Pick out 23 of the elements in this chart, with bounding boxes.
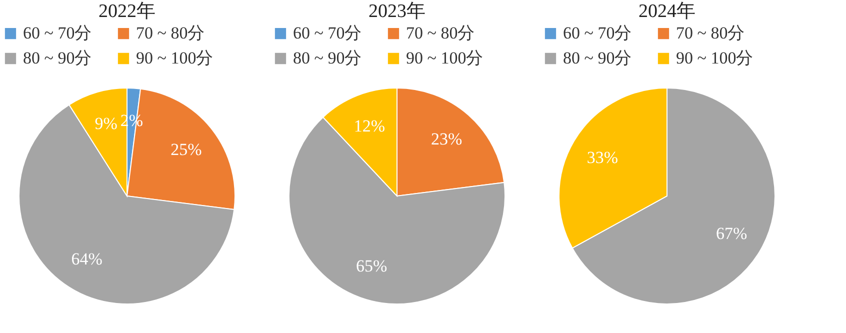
legend-label: 90 ~ 100分 (136, 48, 214, 68)
chart-title: 2022年 (98, 1, 156, 22)
data-label: 67% (716, 224, 748, 244)
legend-label: 60 ~ 70分 (563, 24, 632, 43)
legend-label: 60 ~ 70分 (23, 24, 92, 43)
data-label: 65% (356, 256, 388, 276)
data-label: 9% (94, 114, 118, 133)
legend-label: 80 ~ 90分 (563, 48, 632, 68)
legend-label: 80 ~ 90分 (23, 48, 92, 68)
data-label: 33% (586, 148, 618, 167)
legend-label: 70 ~ 80分 (406, 24, 475, 43)
chart-title: 2023年 (368, 1, 426, 22)
legend-label: 90 ~ 100分 (406, 48, 484, 68)
data-label: 64% (71, 249, 102, 268)
legend-label: 70 ~ 80分 (676, 24, 745, 43)
legend-label: 70 ~ 80分 (136, 24, 205, 43)
legend-label: 60 ~ 70分 (293, 24, 362, 43)
data-label: 25% (170, 140, 202, 160)
legend-label: 80 ~ 90分 (293, 48, 362, 68)
data-label: 12% (354, 116, 385, 136)
data-label: 23% (431, 130, 462, 149)
legend-label: 90 ~ 100分 (676, 48, 754, 68)
chart-title: 2024年 (638, 1, 696, 22)
